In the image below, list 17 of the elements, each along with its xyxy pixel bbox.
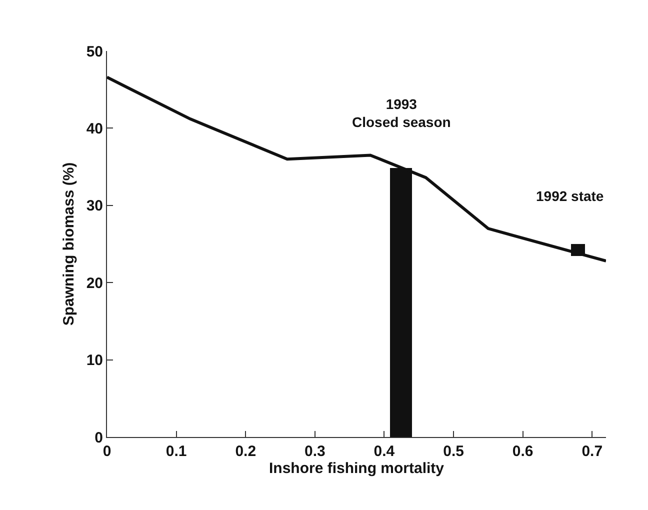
x-tick-label: 0.4 xyxy=(374,443,396,460)
y-tick-label: 40 xyxy=(86,120,103,138)
y-tick-label: 0 xyxy=(94,429,103,446)
y-tick-label: 10 xyxy=(86,352,103,370)
x-axis-title: Inshore fishing mortality xyxy=(268,460,445,477)
x-tick-label: 0.3 xyxy=(304,443,326,460)
y-tick-label: 20 xyxy=(86,274,103,292)
x-tick-label: 0.1 xyxy=(166,443,187,460)
x-tick-label: 0.7 xyxy=(582,443,603,460)
y-axis-title: Spawning biomass (%) xyxy=(60,162,78,326)
annotation: 1992 state xyxy=(536,188,604,204)
x-tick-label: 0.2 xyxy=(235,443,256,460)
y-tick-label: 50 xyxy=(86,43,103,60)
annotation: 1993 Closed season xyxy=(352,96,451,130)
x-tick-label: 0.5 xyxy=(443,443,464,460)
x-tick-label: 0.6 xyxy=(512,443,534,460)
y-tick-label: 30 xyxy=(86,198,103,215)
